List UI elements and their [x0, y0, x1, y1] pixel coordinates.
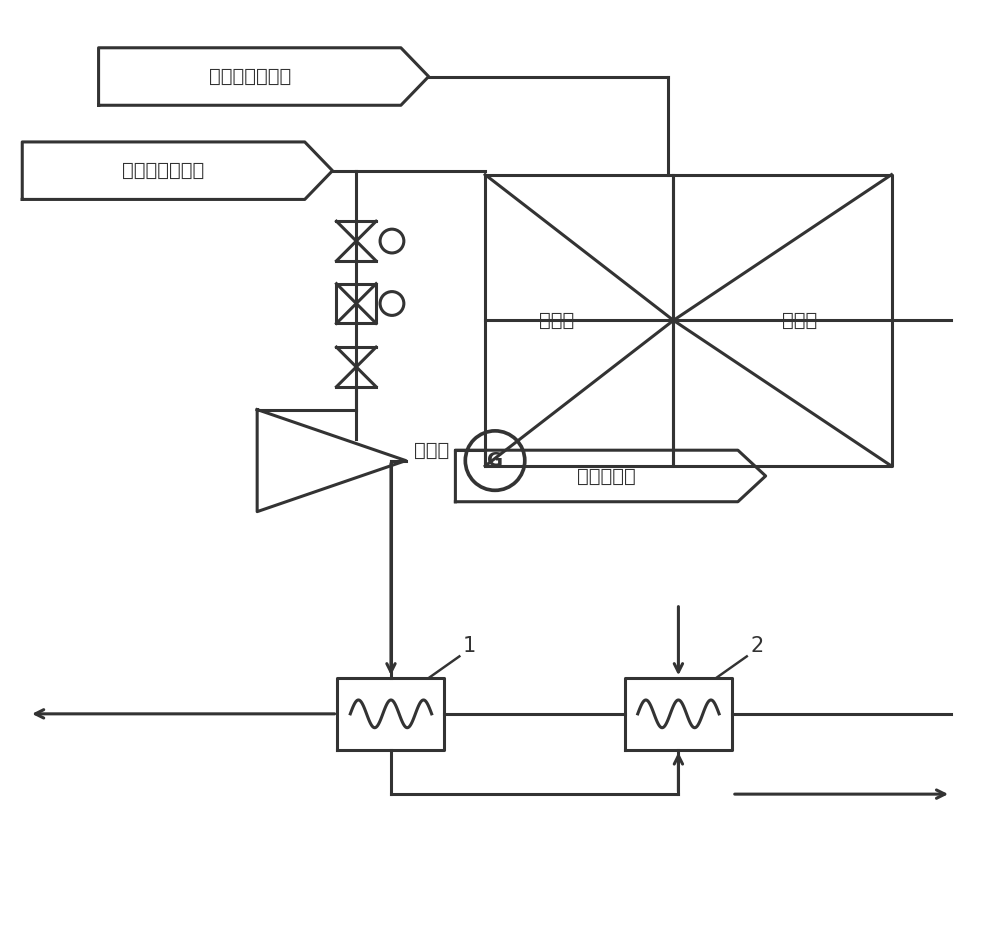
- Text: 背压机: 背压机: [414, 441, 449, 460]
- Text: 2: 2: [750, 636, 763, 656]
- Text: G: G: [487, 451, 503, 470]
- Text: 1: 1: [463, 636, 476, 656]
- Text: 高压缸排汽: 高压缸排汽: [577, 466, 636, 485]
- Text: 再热蒸汽管道来: 再热蒸汽管道来: [209, 67, 291, 86]
- Text: 中压缸: 中压缸: [782, 311, 818, 329]
- Text: 高压缸: 高压缸: [539, 311, 574, 329]
- Text: 过热蒸汽管道来: 过热蒸汽管道来: [122, 161, 205, 180]
